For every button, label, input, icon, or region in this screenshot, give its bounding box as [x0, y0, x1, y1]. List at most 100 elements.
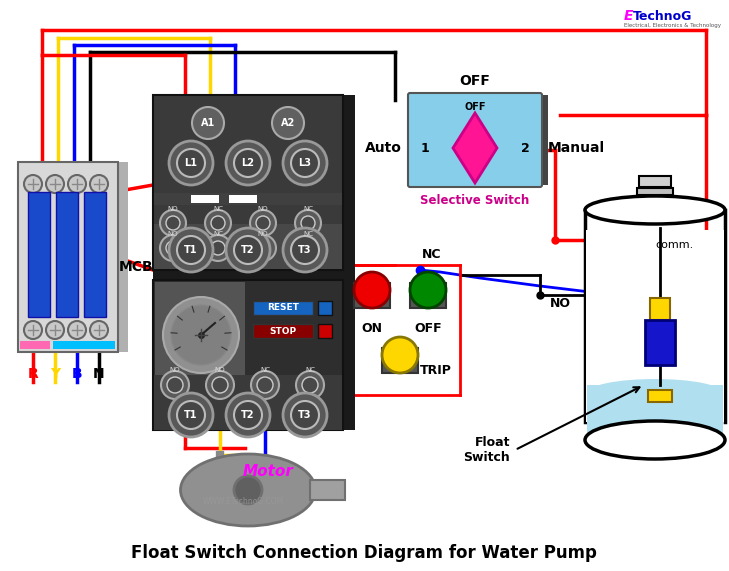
Text: NO: NO: [257, 231, 268, 237]
Circle shape: [283, 141, 327, 185]
Bar: [53, 341, 115, 349]
Circle shape: [256, 216, 270, 230]
Circle shape: [161, 371, 189, 399]
Bar: [229, 195, 257, 203]
FancyBboxPatch shape: [343, 95, 355, 270]
Text: 2: 2: [521, 142, 529, 155]
Circle shape: [211, 241, 225, 255]
Text: T3: T3: [298, 410, 312, 420]
Text: NO: NO: [168, 231, 179, 237]
Ellipse shape: [585, 421, 725, 459]
Text: Auto: Auto: [365, 141, 402, 155]
Text: WWW.ETechnoG.COM: WWW.ETechnoG.COM: [203, 497, 284, 506]
Circle shape: [167, 377, 183, 393]
Circle shape: [46, 321, 64, 339]
Text: comm.: comm.: [655, 240, 693, 250]
Circle shape: [206, 371, 234, 399]
Circle shape: [24, 321, 42, 339]
Circle shape: [354, 272, 390, 308]
Circle shape: [90, 175, 108, 193]
Circle shape: [295, 210, 321, 236]
FancyBboxPatch shape: [153, 270, 355, 282]
Circle shape: [272, 107, 304, 139]
Bar: [382, 348, 418, 373]
Circle shape: [68, 321, 86, 339]
Text: Electrical, Electronics & Technology: Electrical, Electronics & Technology: [624, 23, 721, 29]
Text: Manual: Manual: [548, 141, 605, 155]
Polygon shape: [453, 113, 497, 183]
Circle shape: [205, 235, 231, 261]
Circle shape: [301, 241, 315, 255]
Text: NC: NC: [213, 206, 223, 212]
Circle shape: [251, 371, 279, 399]
Bar: [253, 324, 313, 338]
Circle shape: [302, 377, 318, 393]
Bar: [410, 283, 446, 308]
Circle shape: [283, 228, 327, 272]
Text: ON: ON: [362, 321, 383, 335]
Text: Selective Switch: Selective Switch: [421, 195, 530, 207]
Circle shape: [295, 235, 321, 261]
Text: N: N: [93, 367, 105, 381]
Bar: [650, 298, 670, 320]
Circle shape: [211, 216, 225, 230]
Text: NO: NO: [170, 367, 180, 373]
Circle shape: [410, 272, 446, 308]
Circle shape: [226, 393, 270, 437]
Circle shape: [169, 141, 213, 185]
Text: Float
Switch: Float Switch: [463, 436, 510, 464]
Circle shape: [166, 216, 180, 230]
Circle shape: [171, 305, 231, 365]
Circle shape: [296, 371, 324, 399]
Circle shape: [250, 235, 276, 261]
Text: NC: NC: [303, 206, 313, 212]
Text: T2: T2: [241, 245, 254, 255]
Text: T3: T3: [298, 245, 312, 255]
Text: Motor: Motor: [243, 464, 294, 480]
Text: Y: Y: [50, 367, 60, 381]
Circle shape: [68, 175, 86, 193]
Bar: [154, 224, 342, 269]
Text: STOP: STOP: [270, 327, 297, 336]
Circle shape: [226, 141, 270, 185]
Text: A2: A2: [281, 118, 295, 128]
FancyBboxPatch shape: [153, 95, 343, 270]
Circle shape: [283, 393, 327, 437]
FancyBboxPatch shape: [18, 162, 118, 352]
Text: NO: NO: [550, 297, 571, 310]
Bar: [155, 282, 245, 428]
Bar: [586, 230, 724, 422]
Text: MCB: MCB: [119, 260, 153, 274]
FancyBboxPatch shape: [153, 280, 343, 430]
Text: A1: A1: [201, 118, 215, 128]
Circle shape: [256, 241, 270, 255]
Bar: [56, 192, 78, 317]
Text: B: B: [71, 367, 82, 381]
Circle shape: [250, 210, 276, 236]
Text: NO: NO: [214, 367, 225, 373]
Text: RESET: RESET: [267, 304, 299, 312]
Ellipse shape: [181, 454, 316, 526]
Circle shape: [163, 297, 239, 373]
Circle shape: [205, 210, 231, 236]
Bar: [645, 320, 675, 365]
Circle shape: [226, 228, 270, 272]
Bar: [191, 195, 219, 203]
Bar: [639, 176, 671, 187]
Ellipse shape: [585, 196, 725, 224]
Text: NO: NO: [168, 206, 179, 212]
Bar: [20, 341, 50, 349]
Text: OFF: OFF: [459, 74, 491, 88]
Text: T1: T1: [184, 410, 198, 420]
Text: TRIP: TRIP: [420, 364, 452, 376]
Text: OFF: OFF: [464, 102, 486, 112]
Text: R: R: [28, 367, 39, 381]
Circle shape: [166, 241, 180, 255]
Circle shape: [169, 228, 213, 272]
Text: L3: L3: [298, 158, 311, 168]
Circle shape: [90, 321, 108, 339]
FancyBboxPatch shape: [343, 280, 355, 430]
Bar: [648, 390, 672, 402]
FancyBboxPatch shape: [408, 93, 542, 187]
Circle shape: [160, 235, 186, 261]
